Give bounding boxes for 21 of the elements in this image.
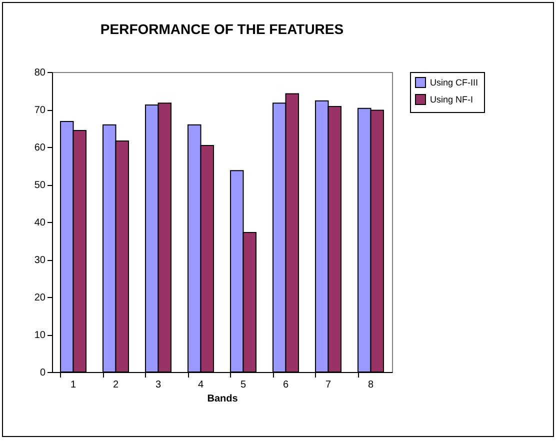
chart-title: PERFORMANCE OF THE FEATURES (100, 21, 344, 37)
y-tick-label: 10 (34, 330, 46, 341)
x-tick-label: 5 (240, 380, 246, 390)
x-tick-label: 3 (155, 380, 162, 390)
x-tick-label: 2 (112, 380, 119, 390)
x-tick-label: 8 (368, 380, 374, 390)
legend-label: Using NF-I (430, 94, 474, 104)
y-tick-label: 80 (34, 68, 46, 78)
x-tick-label: 1 (70, 380, 76, 390)
y-tick-label: 60 (34, 142, 46, 154)
y-tick-label: 50 (34, 180, 46, 191)
x-tick-label: 6 (282, 380, 289, 390)
y-tick-label: 40 (34, 218, 46, 228)
y-tick-label: 70 (34, 105, 46, 116)
y-tick-label: 0 (40, 368, 46, 378)
y-tick-label: 20 (34, 292, 46, 304)
x-tick-label: 7 (325, 380, 332, 390)
legend-label: Using CF-III (430, 78, 478, 88)
x-tick-label: 4 (198, 380, 204, 390)
y-tick-label: 30 (34, 255, 46, 266)
x-axis-title: Bands (207, 394, 238, 404)
